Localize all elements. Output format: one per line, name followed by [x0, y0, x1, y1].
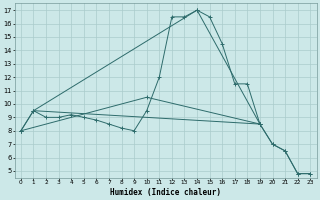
- X-axis label: Humidex (Indice chaleur): Humidex (Indice chaleur): [110, 188, 221, 197]
